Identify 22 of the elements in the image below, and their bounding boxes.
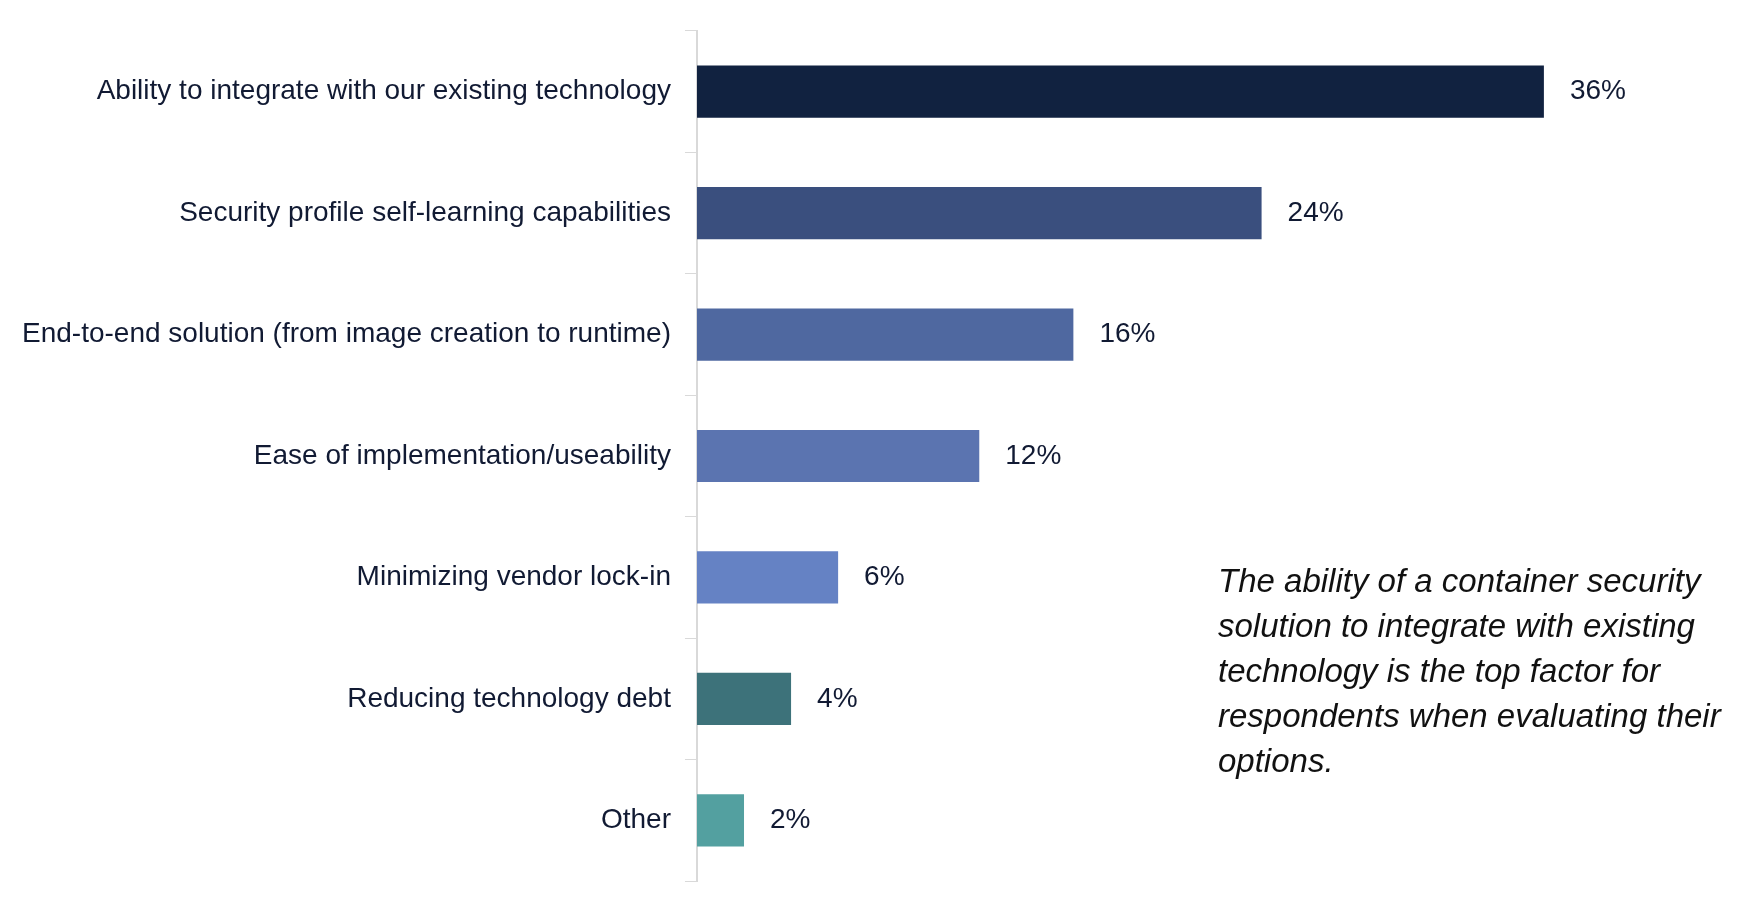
y-tick-label: Ease of implementation/useability: [253, 438, 671, 470]
bar: [696, 672, 792, 726]
data-label: 16%: [1099, 317, 1156, 349]
data-label: 12%: [1005, 438, 1062, 470]
y-tick-label: End-to-end solution (from image creation to runtime): [21, 317, 671, 349]
bar: [696, 186, 1262, 240]
y-tick-label: Minimizing vendor lock-in: [356, 560, 671, 592]
y-tick-label: Other: [600, 803, 671, 835]
data-label: 36%: [1569, 74, 1626, 106]
bar: [696, 551, 839, 604]
data-label: 2%: [770, 803, 811, 835]
y-tick-label: Security profile self-learning capabilities: [179, 195, 671, 227]
bar: [696, 794, 745, 847]
bar: [696, 65, 1544, 118]
data-label: 6%: [864, 560, 905, 592]
data-label: 24%: [1287, 195, 1344, 227]
annotation: The ability of a container security solution to integrate with existing technology is the top factor for respondents when evaluating their options.: [1218, 561, 1723, 781]
y-tick-label: Reducing technology debt: [347, 681, 672, 713]
y-tick-label: Ability to integrate with our existing technology: [96, 74, 671, 106]
bar: [696, 429, 980, 483]
bar: [696, 308, 1074, 361]
data-label: 4%: [817, 681, 858, 713]
